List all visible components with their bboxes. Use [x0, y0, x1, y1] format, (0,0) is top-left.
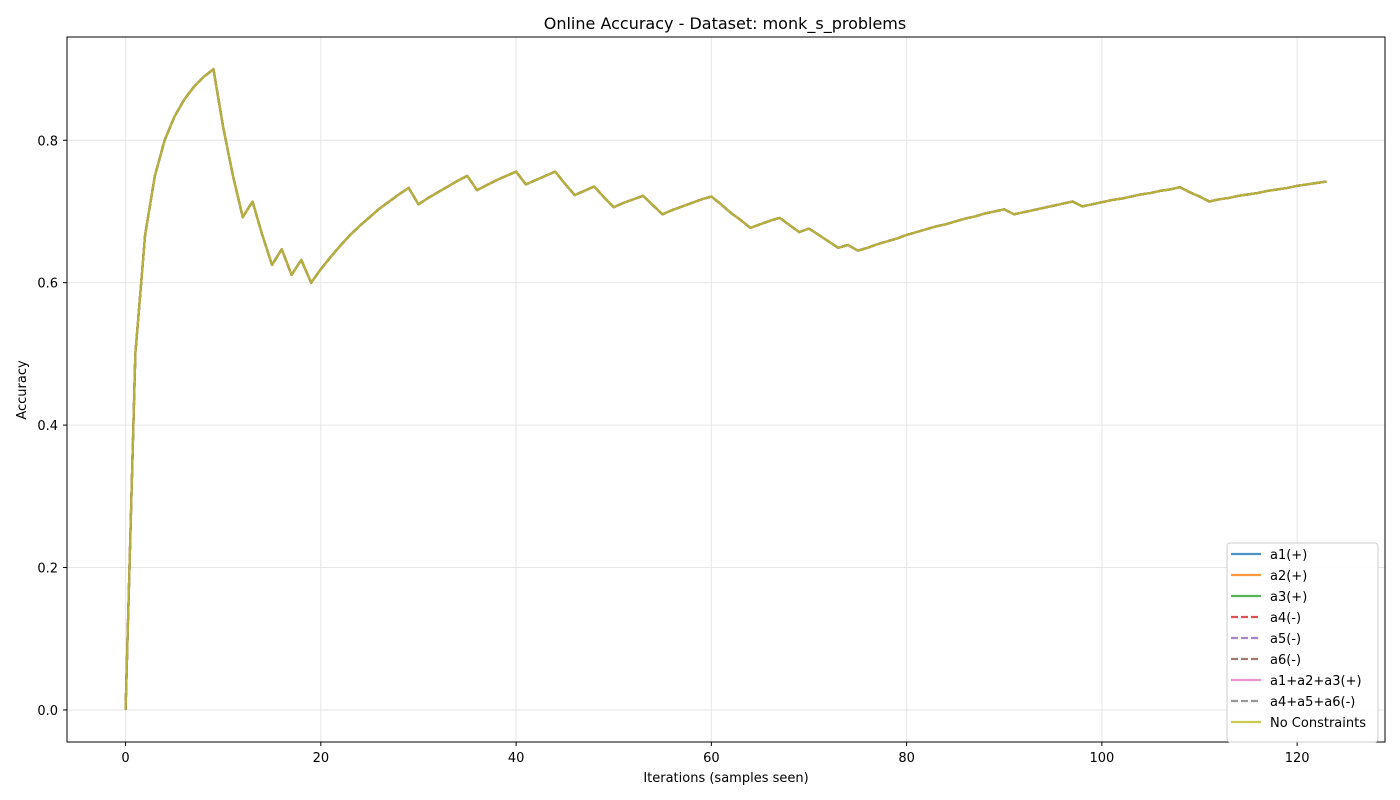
y-tick-label: 0.6	[37, 277, 58, 292]
x-tick-label: 20	[313, 751, 330, 766]
series-line	[124, 67, 1327, 710]
y-tick-label: 0.4	[37, 419, 58, 434]
plot-frame	[66, 36, 1386, 743]
legend-entry: a1(+)	[1270, 548, 1307, 563]
y-tick-label: 0.0	[37, 704, 58, 719]
series-line	[124, 67, 1327, 710]
legend-entry: a2(+)	[1270, 569, 1307, 584]
axis-ticks: 0 20 40 60 80 100 120 0.0 0.2 0.4 0.6 0.8	[37, 134, 1309, 766]
series-lines	[124, 67, 1327, 710]
y-axis-label: Accuracy	[15, 360, 30, 420]
x-tick-label: 100	[1089, 751, 1114, 766]
chart-title: Online Accuracy - Dataset: monk_s_proble…	[544, 14, 906, 34]
legend-entry: No Constraints	[1270, 716, 1366, 731]
legend-entry: a4+a5+a6(-)	[1270, 695, 1355, 710]
legend-entry: a5(-)	[1270, 632, 1301, 647]
legend-entry: a4(-)	[1270, 611, 1301, 626]
series-line	[124, 67, 1327, 710]
series-line	[124, 67, 1327, 710]
legend-entry: a1+a2+a3(+)	[1270, 674, 1362, 689]
series-line	[124, 67, 1327, 710]
series-line	[124, 67, 1327, 710]
legend: a1(+) a2(+) a3(+) a4(-) a5(-) a6(-) a1+a2+a3(+…	[1226, 542, 1379, 743]
y-tick-label: 0.8	[37, 134, 58, 149]
legend-box	[1226, 542, 1379, 743]
series-line	[124, 67, 1327, 710]
series-line	[124, 67, 1327, 710]
x-tick-label: 40	[508, 751, 525, 766]
grid	[67, 37, 1385, 742]
legend-entry: a6(-)	[1270, 653, 1301, 668]
x-tick-label: 0	[121, 751, 129, 766]
x-tick-label: 80	[898, 751, 915, 766]
y-tick-label: 0.2	[37, 562, 58, 577]
legend-entry: a3(+)	[1270, 590, 1307, 605]
x-tick-label: 120	[1285, 751, 1310, 766]
series-line	[124, 67, 1327, 710]
x-tick-label: 60	[703, 751, 720, 766]
x-axis-label: Iterations (samples seen)	[643, 771, 808, 786]
